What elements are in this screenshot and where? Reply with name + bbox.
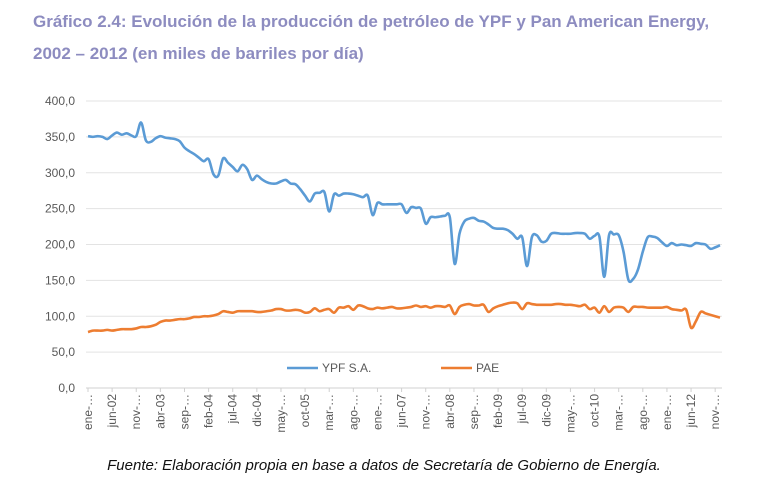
- x-tick-label: abr-08: [443, 394, 457, 429]
- x-tick-label: oct-10: [588, 394, 602, 428]
- x-tick-label: ene-…: [370, 394, 384, 430]
- x-tick-label: feb-04: [202, 394, 216, 428]
- source-note: Fuente: Elaboración propia en base a dat…: [107, 457, 661, 474]
- x-tick-label: mar-…: [612, 394, 626, 431]
- x-tick-label: ene-…: [81, 394, 95, 430]
- x-tick-label: ene-…: [660, 394, 674, 430]
- y-tick-label: 100,0: [45, 309, 75, 323]
- y-tick-label: 400,0: [45, 94, 75, 108]
- x-tick-label: nov-…: [708, 394, 722, 429]
- chart-title-line2: 2002 – 2012 (en miles de barriles por dí…: [33, 44, 364, 63]
- y-tick-label: 250,0: [45, 202, 75, 216]
- x-tick-label: jun-07: [395, 394, 409, 429]
- x-tick-label: nov-…: [129, 394, 143, 429]
- legend-label: YPF S.A.: [322, 361, 371, 375]
- x-tick-label: jul-04: [226, 394, 240, 425]
- y-tick-label: 150,0: [45, 273, 75, 287]
- x-tick-label: jul-09: [515, 394, 529, 425]
- x-tick-label: sep-…: [467, 394, 481, 429]
- x-tick-label: feb-09: [491, 394, 505, 428]
- y-tick-label: 50,0: [52, 345, 76, 359]
- x-tick-label: sep-…: [177, 394, 191, 429]
- legend-label: PAE: [476, 361, 499, 375]
- x-tick-label: jun-12: [684, 394, 698, 429]
- chart-title-line1: Gráfico 2.4: Evolución de la producción …: [33, 12, 710, 31]
- y-tick-label: 350,0: [45, 130, 75, 144]
- x-tick-label: mar-…: [322, 394, 336, 431]
- x-tick-label: dic-09: [539, 394, 553, 427]
- x-tick-label: nov-…: [419, 394, 433, 429]
- series-line-ypf: [87, 121, 721, 284]
- x-tick-label: ago-…: [636, 394, 650, 430]
- x-tick-label: abr-03: [153, 394, 167, 429]
- y-tick-label: 300,0: [45, 166, 75, 180]
- x-tick-label: may-…: [563, 394, 577, 433]
- x-tick-label: dic-04: [250, 394, 264, 427]
- series-line-pae: [87, 301, 721, 334]
- x-tick-label: jun-02: [105, 394, 119, 429]
- x-tick-label: may-…: [274, 394, 288, 433]
- y-tick-label: 200,0: [45, 238, 75, 252]
- y-tick-label: 0,0: [58, 381, 75, 395]
- x-tick-label: ago-…: [346, 394, 360, 430]
- x-tick-label: oct-05: [298, 394, 312, 428]
